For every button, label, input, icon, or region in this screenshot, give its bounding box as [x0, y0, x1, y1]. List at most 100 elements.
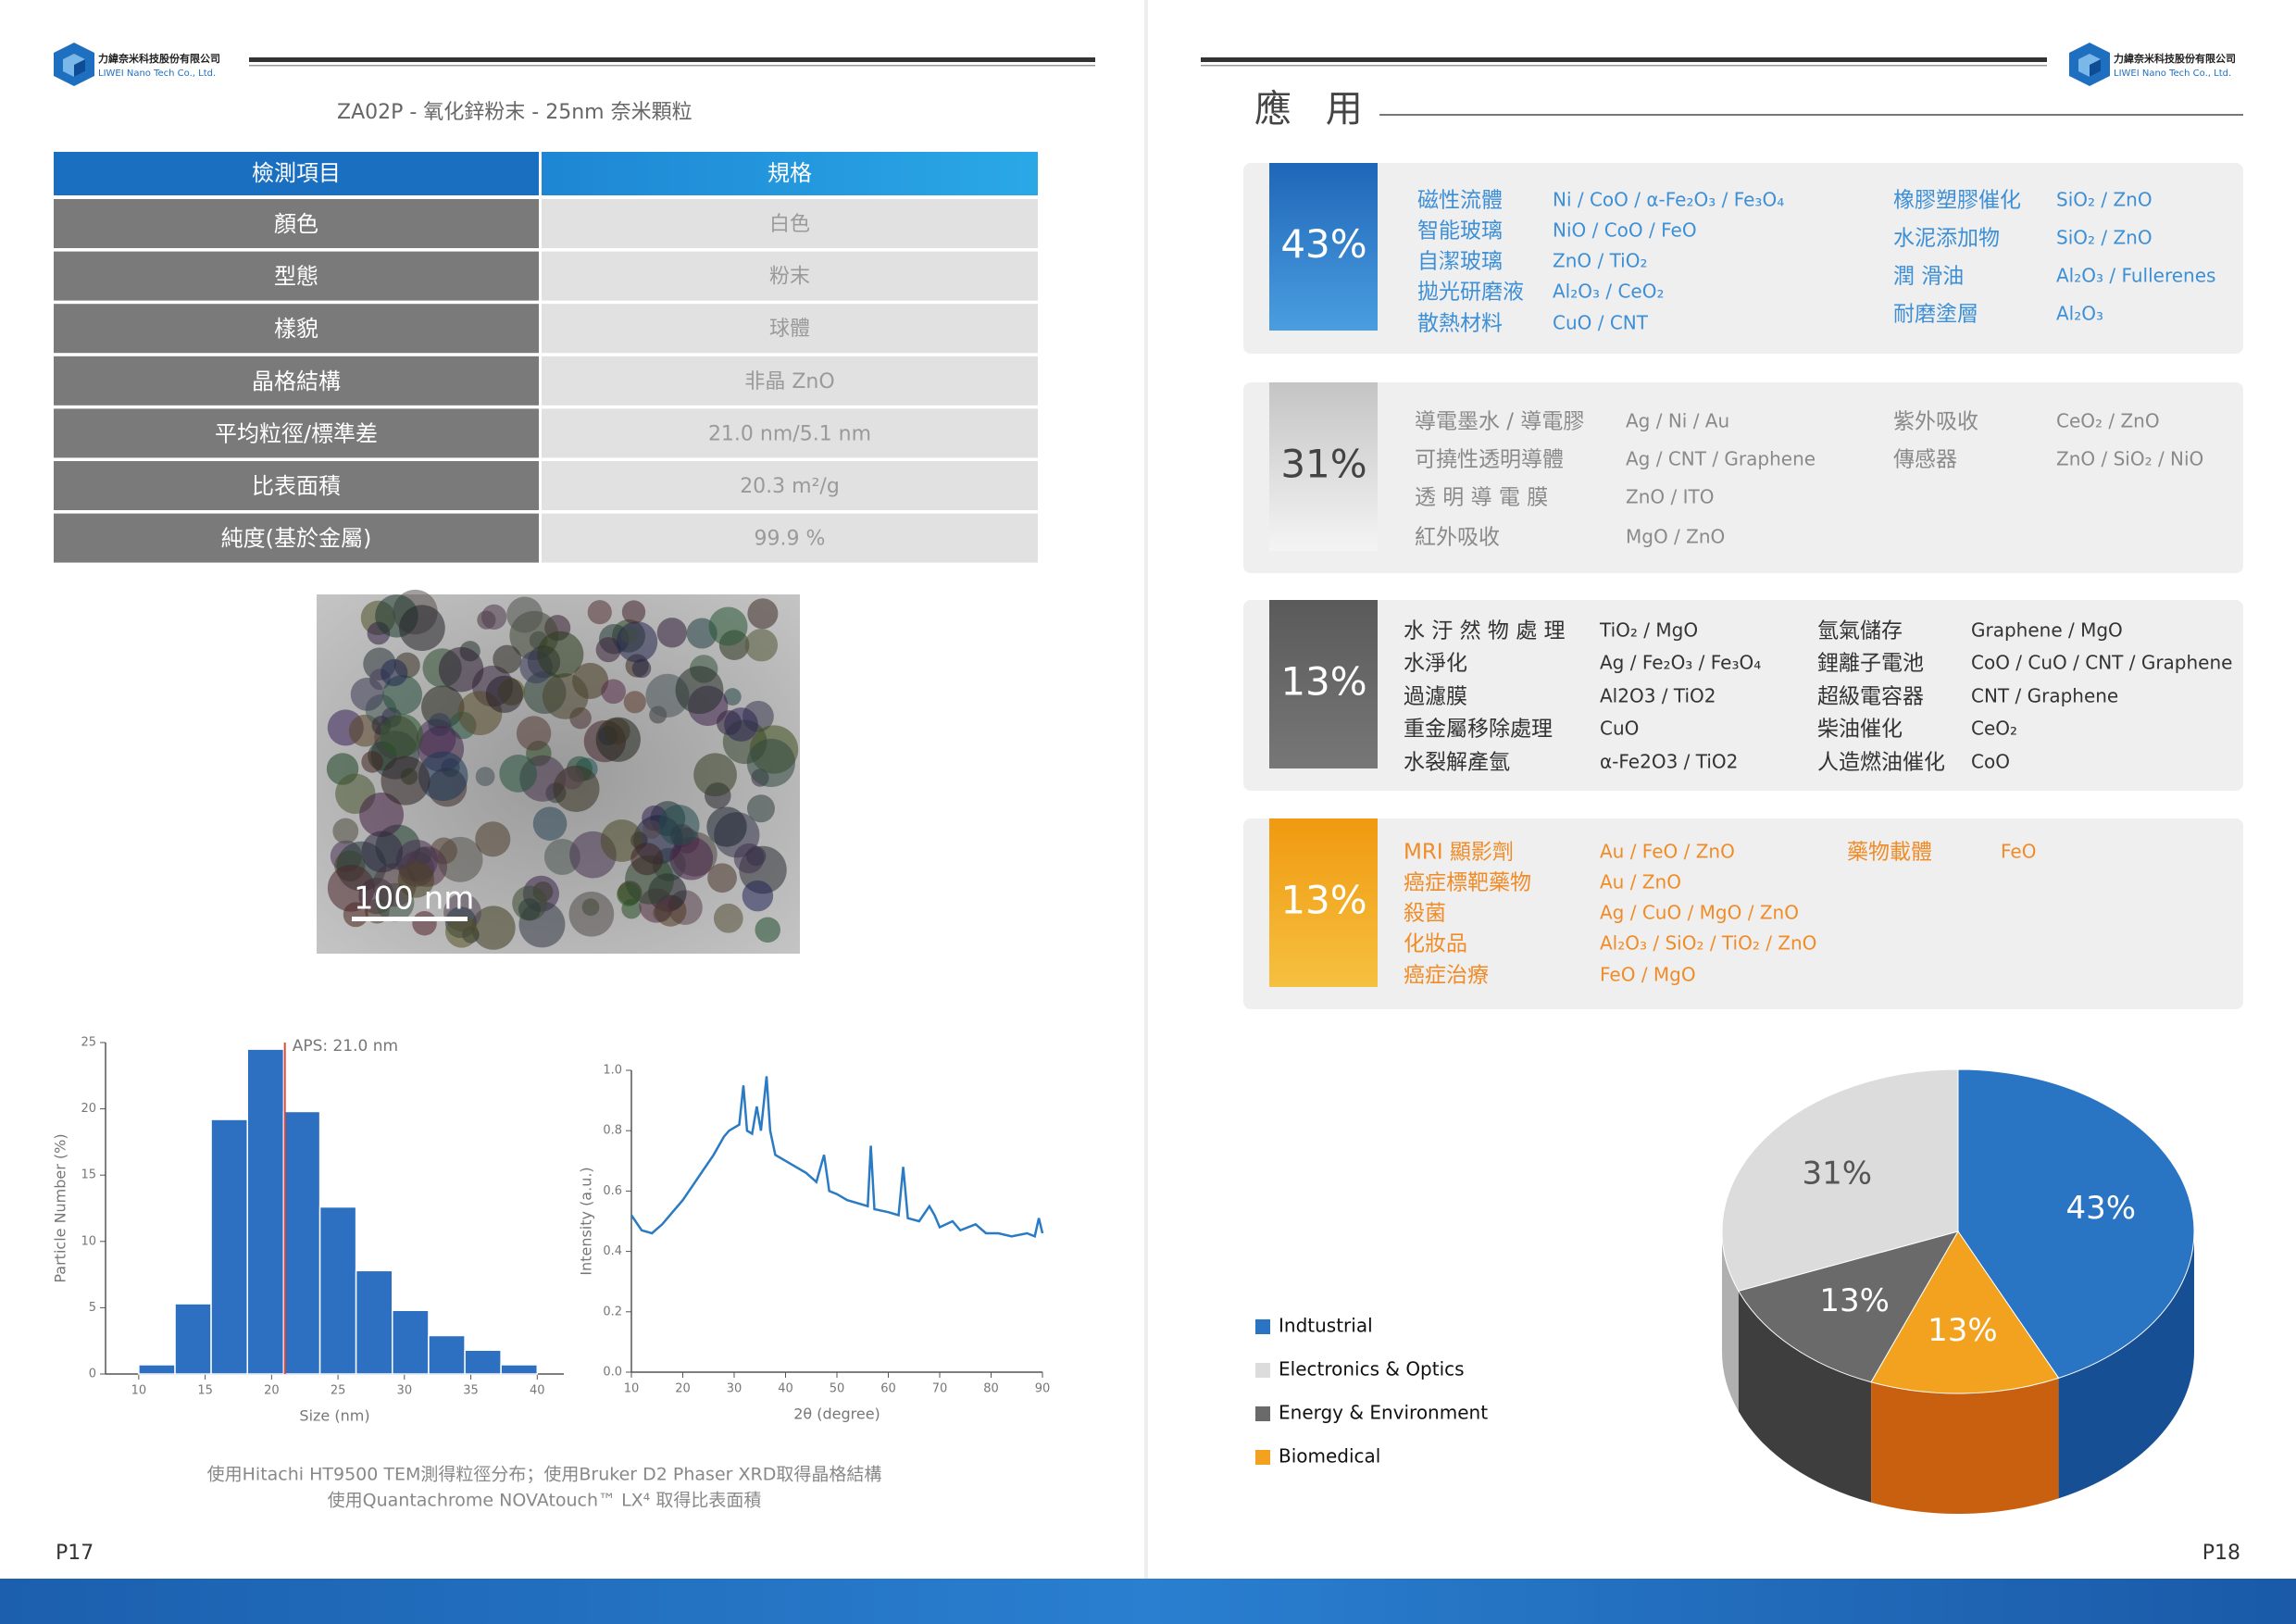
table-header-cell — [54, 152, 539, 195]
percent-box — [1269, 163, 1378, 331]
particle — [380, 713, 424, 757]
x-tick-label: 40 — [778, 1382, 793, 1396]
table-cell — [54, 513, 539, 563]
application-name: 可撓性透明導體 — [1415, 448, 1564, 472]
application-name: 橡膠塑膠催化 — [1893, 189, 2021, 213]
material-list: Al₂O₃ / SiO₂ / TiO₂ / ZnO — [1600, 932, 1816, 955]
y-tick-label: 20 — [81, 1102, 96, 1116]
x-tick-label: 20 — [675, 1382, 691, 1396]
pie-slice — [1721, 1068, 1959, 1293]
table-cell — [542, 356, 1038, 406]
table-cell — [54, 251, 539, 301]
table-label: 樣貌 — [274, 316, 318, 342]
application-name: 癌症標靶藥物 — [1404, 871, 1531, 895]
pie-label: 13% — [1928, 1312, 1998, 1349]
application-name: 紫外吸收 — [1893, 410, 1978, 434]
table-value: 球體 — [769, 318, 810, 341]
table-cell — [542, 199, 1038, 248]
x-tick-label: 35 — [463, 1384, 479, 1398]
table-label: 顏色 — [274, 211, 318, 237]
particle — [516, 716, 552, 751]
material-list: ZnO / ITO — [1626, 486, 1714, 508]
particle — [713, 903, 743, 933]
material-list: CoO / CuO / CNT / Graphene — [1971, 652, 2232, 674]
material-list: TiO₂ / MgO — [1599, 619, 1698, 642]
application-name: 癌症治療 — [1404, 964, 1489, 988]
legend-swatch — [1255, 1450, 1270, 1465]
x-tick-label: 10 — [624, 1382, 640, 1396]
material-list: FeO — [2001, 841, 2036, 863]
histogram-bar — [392, 1309, 430, 1375]
y-tick-label: 0.8 — [603, 1124, 622, 1138]
histogram-bar — [174, 1303, 212, 1375]
material-list: CuO — [1600, 718, 1639, 740]
section-box — [1243, 382, 2243, 573]
material-list: Al₂O₃ / Fullerenes — [2056, 265, 2215, 287]
material-list: SiO₂ / ZnO — [2056, 227, 2152, 249]
particle — [542, 673, 589, 719]
table-value: 21.0 nm/5.1 nm — [708, 422, 871, 445]
particle — [332, 818, 359, 844]
logo — [2069, 43, 2110, 86]
x-axis-label: 2θ (degree) — [793, 1405, 880, 1423]
y-tick-label: 25 — [81, 1036, 96, 1050]
legend-label: Electronics & Optics — [1279, 1358, 1465, 1380]
material-list: Ni / CoO / α-Fe₂O₃ / Fe₃O₄ — [1553, 189, 1784, 211]
legend-label: Indtustrial — [1279, 1315, 1373, 1337]
table-cell — [542, 304, 1038, 354]
histogram-bar — [428, 1334, 466, 1375]
particle — [397, 861, 435, 898]
particle — [361, 831, 404, 873]
header-rule — [1201, 65, 2047, 67]
application-name: 水 汙 然 物 處 理 — [1404, 619, 1566, 643]
particle — [587, 600, 612, 625]
material-list: Al2O3 / TiO2 — [1600, 685, 1716, 707]
histogram-bar — [210, 1118, 248, 1375]
table-label: 比表面積 — [252, 473, 341, 499]
table-cell — [542, 513, 1038, 563]
application-name: 水淨化 — [1404, 652, 1467, 676]
material-list: MgO / ZnO — [1626, 526, 1725, 548]
material-list: Graphene / MgO — [1971, 619, 2123, 642]
legend-swatch — [1255, 1363, 1270, 1378]
material-list: CeO₂ — [1971, 718, 2017, 740]
particle — [480, 604, 507, 631]
material-list: Au / ZnO — [1600, 871, 1681, 893]
scale-bar — [352, 917, 468, 921]
y-tick-label: 0.2 — [603, 1305, 622, 1318]
y-tick-label: 0.0 — [603, 1366, 622, 1380]
material-list: Al₂O₃ / CeO₂ — [1553, 281, 1665, 303]
x-tick-label: 15 — [197, 1384, 213, 1398]
y-tick-label: 0.4 — [603, 1244, 622, 1258]
application-name: 鋰離子電池 — [1817, 652, 1924, 676]
particle — [693, 753, 737, 797]
pie-slice — [1738, 1230, 1960, 1383]
x-tick-label: 40 — [530, 1384, 545, 1398]
particle — [708, 606, 748, 646]
particle — [658, 805, 700, 846]
header-rule — [249, 57, 1095, 62]
x-tick-label: 90 — [1035, 1382, 1051, 1396]
application-name: 超級電容器 — [1817, 685, 1924, 709]
material-list: Ag / Fe₂O₃ / Fe₃O₄ — [1600, 652, 1761, 674]
y-axis-label: Intensity (a.u.) — [578, 1167, 595, 1275]
particle — [724, 707, 758, 742]
table-value: 白色 — [769, 213, 810, 236]
histogram-bar — [464, 1349, 502, 1375]
table-cell — [542, 408, 1038, 458]
x-tick-label: 60 — [880, 1382, 896, 1396]
material-list: Al₂O₃ — [2056, 303, 2103, 325]
particle — [746, 738, 795, 787]
pie-slice — [1957, 1068, 2195, 1379]
table-cell — [54, 304, 539, 354]
legend-label: Energy & Environment — [1279, 1402, 1488, 1424]
particle — [600, 819, 643, 862]
x-tick-label: 80 — [983, 1382, 999, 1396]
particle — [707, 863, 737, 893]
particle — [518, 898, 541, 921]
particle — [537, 631, 584, 678]
y-tick-label: 10 — [81, 1234, 96, 1248]
material-list: SiO₂ / ZnO — [2056, 189, 2152, 211]
histogram-bar — [282, 1110, 321, 1375]
